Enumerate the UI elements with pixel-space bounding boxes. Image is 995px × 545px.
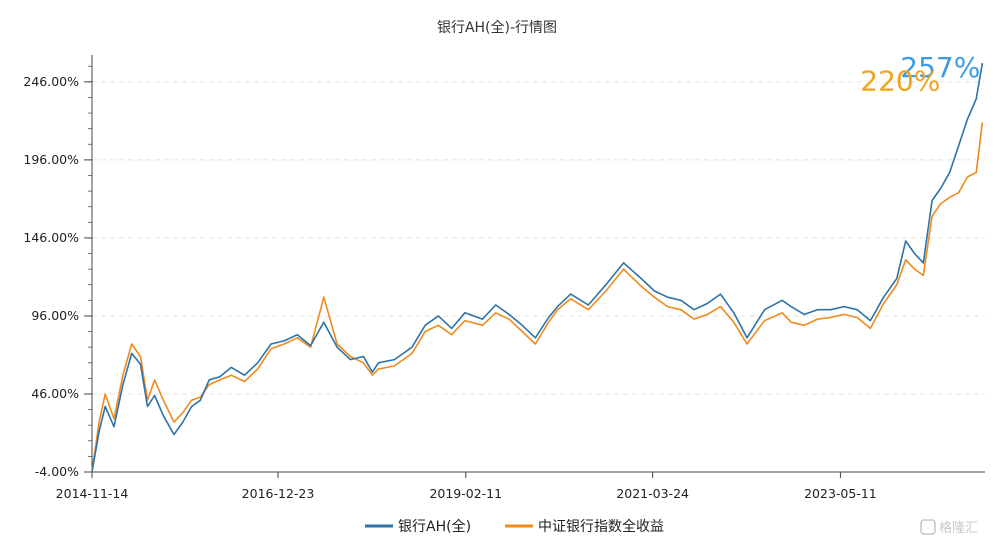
series-line-0: [91, 62, 984, 473]
legend-label-zhongzheng: 中证银行指数全收益: [538, 518, 664, 535]
y-tick-label: 196.00%: [23, 152, 79, 167]
x-axis-ticks: 2014-11-14 2016-12-23 2019-02-11 2021-03-24…: [56, 486, 877, 501]
watermark-logo-icon: [920, 519, 936, 535]
legend: 银行AH(全) 中证银行指数全收益: [365, 518, 664, 535]
series-end-label-0: 257%: [900, 51, 980, 84]
series-lines: [91, 62, 984, 473]
y-tick-label: 246.00%: [23, 74, 79, 89]
x-tick-label: 2023-05-11: [804, 486, 877, 501]
watermark-text: 格隆汇: [939, 520, 978, 536]
x-tick-label: 2021-03-24: [616, 486, 689, 501]
y-tick-label: -4.00%: [35, 464, 79, 479]
legend-label-yinhang-ah: 银行AH(全): [398, 518, 471, 535]
series-line-1: [91, 122, 984, 473]
x-tick-label: 2019-02-11: [429, 486, 502, 501]
x-tick-label: 2014-11-14: [56, 486, 129, 501]
series-end-label-1: 220%: [860, 64, 940, 97]
end-labels: 257%220%: [860, 51, 980, 97]
axes: [84, 55, 985, 478]
y-tick-label: 96.00%: [31, 308, 79, 323]
gridlines: [92, 81, 985, 395]
x-tick-label: 2016-12-23: [242, 486, 315, 501]
y-tick-label: 46.00%: [31, 386, 79, 401]
watermark: 格隆汇: [920, 519, 978, 536]
y-tick-label: 146.00%: [23, 230, 79, 245]
chart-title: 银行AH(全)-行情图: [437, 19, 557, 36]
y-axis-ticks: 246.00% 196.00% 146.00% 96.00% 46.00% -4.00%: [23, 74, 79, 479]
